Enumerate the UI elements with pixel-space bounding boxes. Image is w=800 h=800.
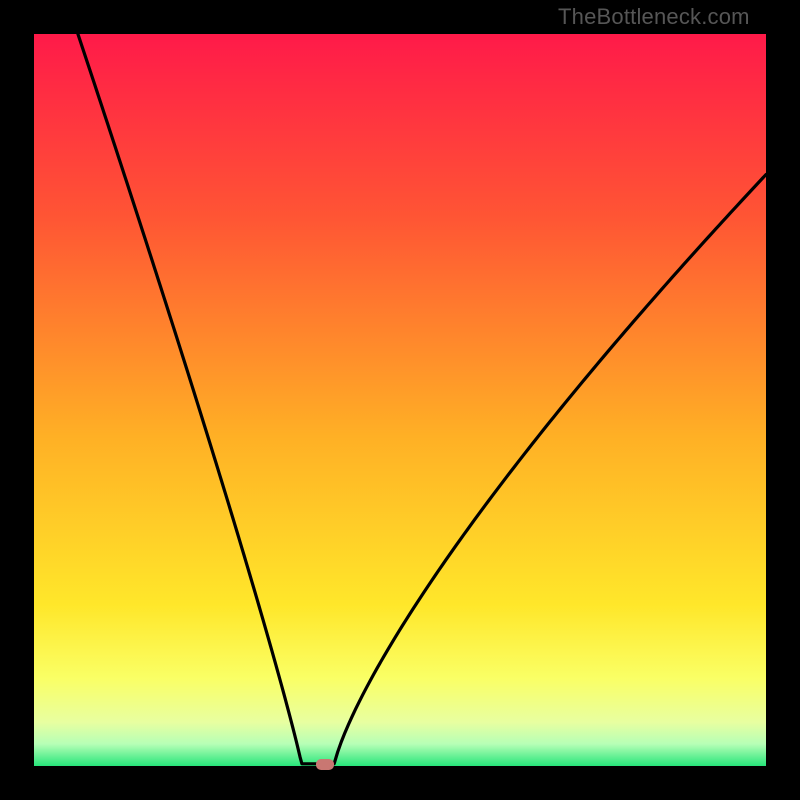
optimal-marker [316,759,334,770]
chart-stage: TheBottleneck.com [0,0,800,800]
gradient-background [34,34,766,766]
watermark-text: TheBottleneck.com [558,4,750,30]
